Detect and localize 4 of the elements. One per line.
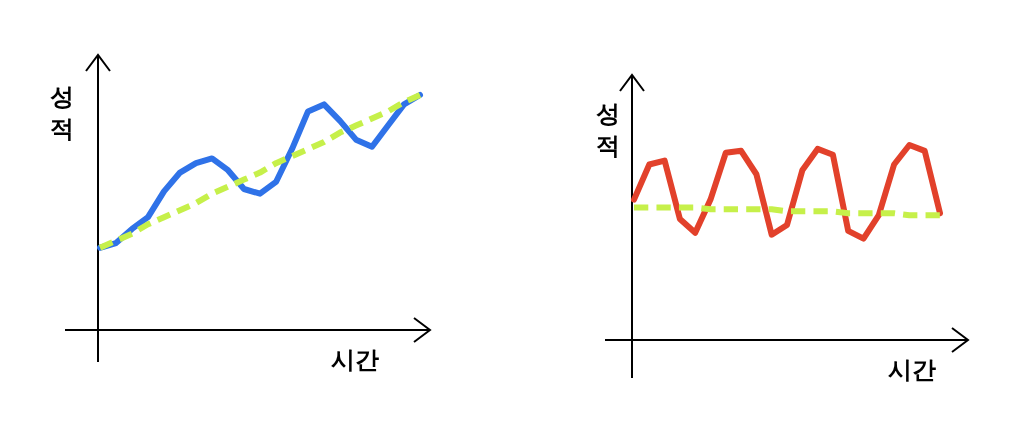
y-axis-title: 성적 [50, 83, 74, 143]
x-axis-title: 시간 [888, 356, 936, 384]
x-axis-title: 시간 [331, 346, 379, 374]
y-axis-title: 성적 [596, 100, 620, 160]
